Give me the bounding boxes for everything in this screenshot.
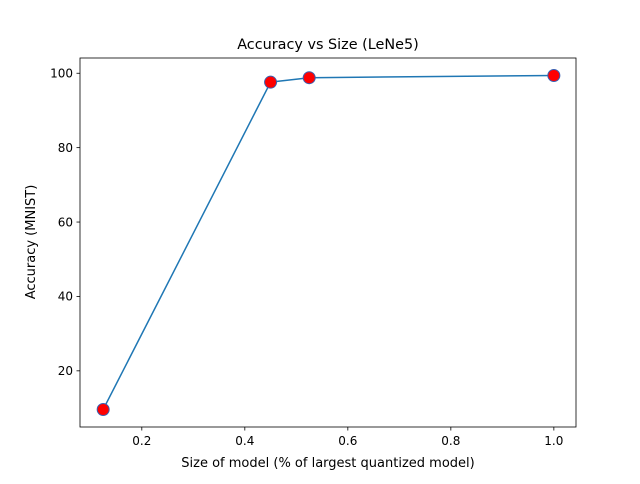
- y-tick-label: 80: [58, 141, 73, 155]
- data-point: [96, 403, 110, 417]
- chart-title: Accuracy vs Size (LeNe5): [237, 37, 419, 53]
- y-axis-label: Accuracy (MNIST): [24, 185, 39, 300]
- axes-frame: [79, 57, 577, 428]
- data-point: [264, 75, 278, 89]
- plot-area: 0.2 0.4 0.6 0.8 1.0 20 40 60 80 100: [50, 57, 577, 448]
- data-point: [302, 71, 316, 85]
- x-tick-label: 1.0: [544, 434, 563, 448]
- data-point: [547, 68, 561, 82]
- y-tick-label: 100: [50, 67, 73, 81]
- x-tick-label: 0.8: [441, 434, 460, 448]
- y-tick-label: 40: [58, 290, 73, 304]
- y-tick-label: 20: [58, 364, 73, 378]
- y-tick-label: 60: [58, 215, 73, 229]
- x-tick-label: 0.2: [132, 434, 151, 448]
- x-axis-label: Size of model (% of largest quantized mo…: [181, 456, 474, 471]
- x-tick-label: 0.6: [338, 434, 357, 448]
- x-tick-label: 0.4: [235, 434, 254, 448]
- series-line: [102, 74, 555, 411]
